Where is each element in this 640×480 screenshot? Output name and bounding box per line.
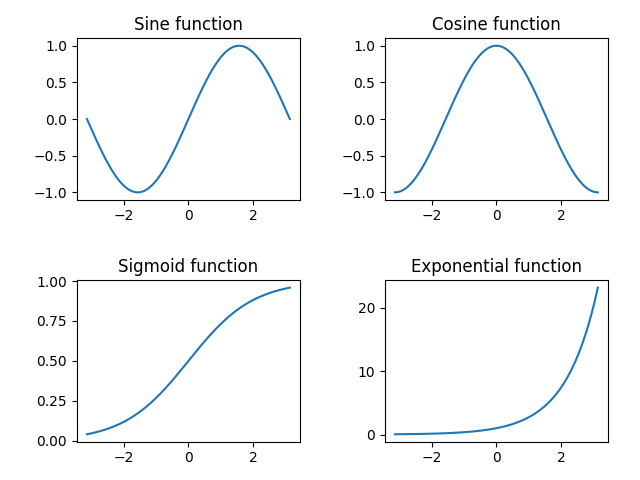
Title: Cosine function: Cosine function: [432, 16, 561, 34]
Title: Sine function: Sine function: [134, 16, 243, 34]
Title: Exponential function: Exponential function: [411, 258, 582, 276]
Title: Sigmoid function: Sigmoid function: [118, 258, 259, 276]
